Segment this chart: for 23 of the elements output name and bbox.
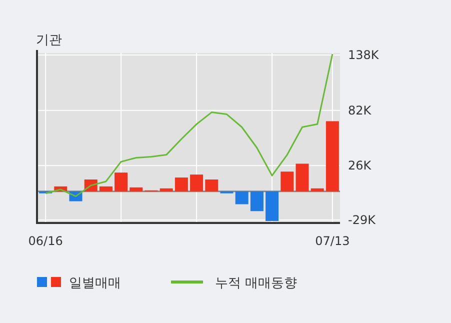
x-tick-label: 06/16	[28, 234, 63, 248]
y-tick-label: 138K	[348, 48, 380, 62]
bar	[99, 186, 112, 192]
bar	[130, 187, 143, 192]
chart-title: 기관	[36, 33, 62, 48]
bar	[250, 191, 264, 212]
legend-label: 일별매매	[69, 276, 121, 291]
y-tick-label: 26K	[348, 158, 372, 173]
bar	[160, 188, 173, 192]
bar	[310, 188, 324, 192]
bar	[266, 191, 279, 222]
y-tick-label: -29K	[348, 213, 377, 228]
bar	[190, 174, 204, 192]
legend-label: 누적 매매동향	[215, 276, 298, 291]
bar	[280, 172, 294, 192]
bar	[114, 172, 128, 192]
bar	[205, 180, 218, 192]
bar	[296, 164, 309, 192]
bar	[174, 178, 188, 192]
y-tick-label: 82K	[348, 103, 372, 118]
bar	[235, 191, 248, 204]
x-tick-label: 07/13	[315, 234, 350, 248]
bar	[326, 121, 339, 192]
